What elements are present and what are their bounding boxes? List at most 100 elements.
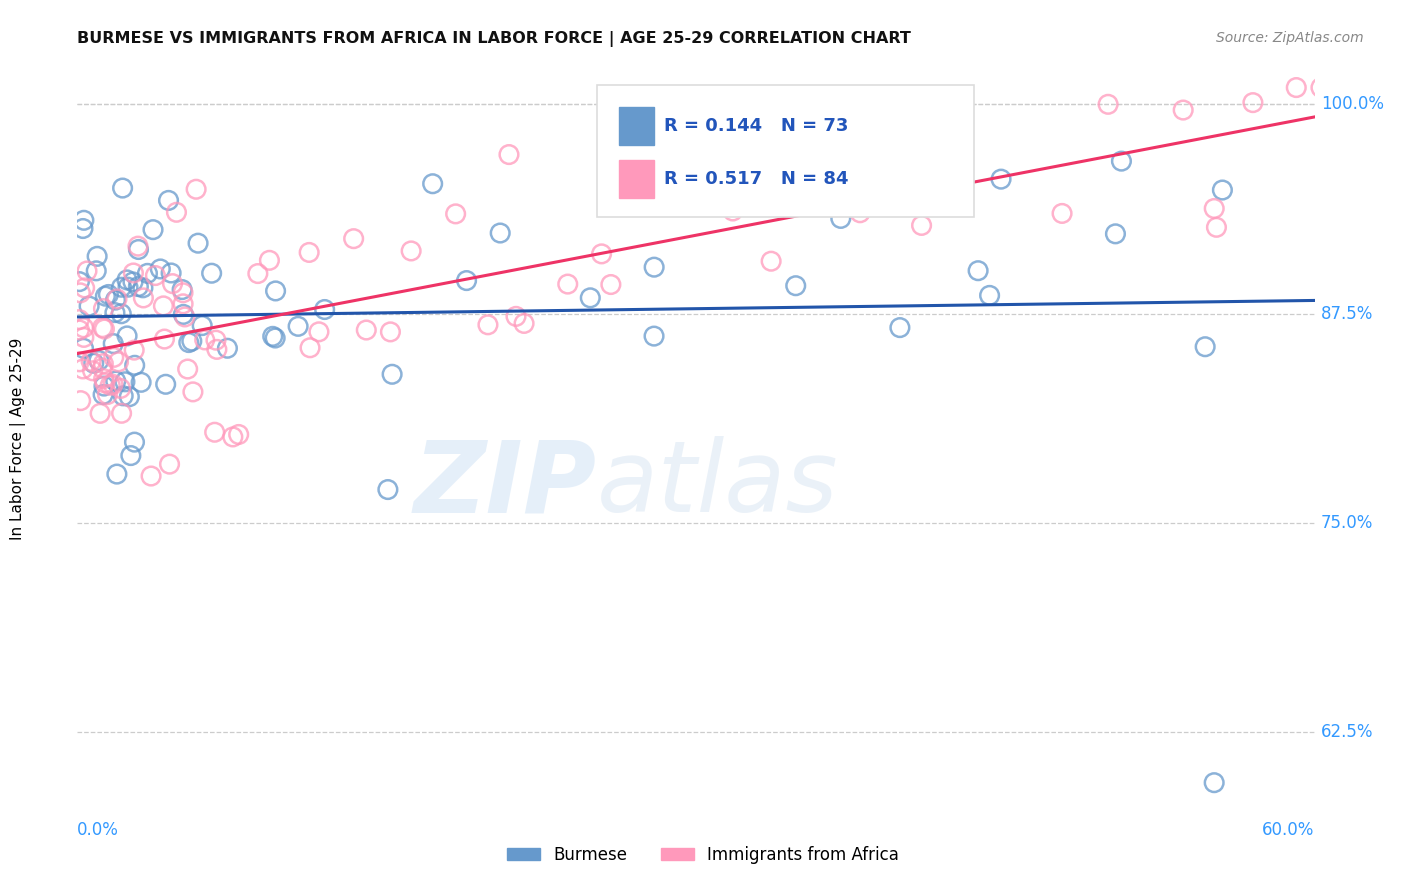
Point [456,274,478,288]
Point [152,299,174,313]
Point [111,181,134,195]
Point [380,325,402,339]
Point [98,378,121,392]
Point [104,305,127,319]
Point [377,483,399,497]
Point [889,320,911,334]
Point [94,289,117,303]
Point [967,263,990,277]
Point [264,331,287,345]
Point [107,355,129,369]
Point [67,323,90,337]
Point [498,147,520,161]
Point [110,307,132,321]
Point [110,280,132,294]
Point [643,260,665,275]
Point [180,334,202,348]
Point [122,275,145,289]
Point [73,213,96,227]
Point [228,427,250,442]
Point [222,430,245,444]
Point [132,291,155,305]
Point [173,310,195,324]
Point [127,243,149,257]
Text: BURMESE VS IMMIGRANTS FROM AFRICA IN LABOR FORCE | AGE 25-29 CORRELATION CHART: BURMESE VS IMMIGRANTS FROM AFRICA IN LAB… [77,31,911,47]
Point [246,267,269,281]
Point [579,291,602,305]
Point [84,264,107,278]
Point [187,236,209,251]
Text: R = 0.517   N = 84: R = 0.517 N = 84 [664,169,848,188]
Point [184,182,207,196]
Point [110,406,132,420]
Point [1204,775,1226,789]
Text: Source: ZipAtlas.com: Source: ZipAtlas.com [1216,31,1364,45]
Text: 60.0%: 60.0% [1263,822,1315,839]
Legend: Burmese, Immigrants from Africa: Burmese, Immigrants from Africa [501,839,905,871]
Point [308,325,330,339]
Point [172,297,194,311]
Point [356,323,378,337]
Point [142,222,165,236]
Point [1097,97,1119,112]
Point [849,206,872,220]
Point [177,335,200,350]
Point [104,374,127,388]
Point [1205,220,1227,235]
Point [110,381,132,395]
Point [115,273,138,287]
Point [205,343,228,357]
Point [785,278,807,293]
Point [112,389,135,403]
Point [76,264,98,278]
Point [444,207,467,221]
Point [69,285,91,300]
Point [72,221,94,235]
Point [159,457,181,471]
Point [262,329,284,343]
Point [127,279,149,293]
Point [557,277,579,291]
Point [87,353,110,368]
Point [77,299,100,313]
Point [122,266,145,280]
Point [82,364,104,378]
Text: ZIP: ZIP [413,436,598,533]
Point [1173,103,1195,117]
Point [105,292,128,306]
Point [93,357,115,371]
Point [176,362,198,376]
Point [157,194,180,208]
Point [67,312,90,326]
Point [721,204,744,219]
Point [67,355,90,369]
Point [93,301,115,316]
FancyBboxPatch shape [598,85,974,217]
Point [93,372,115,386]
Text: In Labor Force | Age 25-29: In Labor Force | Age 25-29 [10,338,25,541]
Point [129,376,152,390]
Text: 0.0%: 0.0% [77,822,120,839]
Point [115,329,138,343]
Point [643,329,665,343]
Point [941,109,963,123]
Point [89,406,111,420]
Point [101,377,124,392]
Point [990,172,1012,186]
Point [139,469,162,483]
Point [299,341,322,355]
Point [759,254,782,268]
Point [910,219,932,233]
Point [132,281,155,295]
Point [86,249,108,263]
Point [73,281,96,295]
Point [1211,183,1233,197]
Point [93,322,115,336]
Point [259,253,281,268]
Point [124,359,146,373]
Point [1285,80,1308,95]
Point [91,320,114,334]
Point [191,318,214,333]
Text: 100.0%: 100.0% [1320,95,1384,113]
Point [181,384,204,399]
